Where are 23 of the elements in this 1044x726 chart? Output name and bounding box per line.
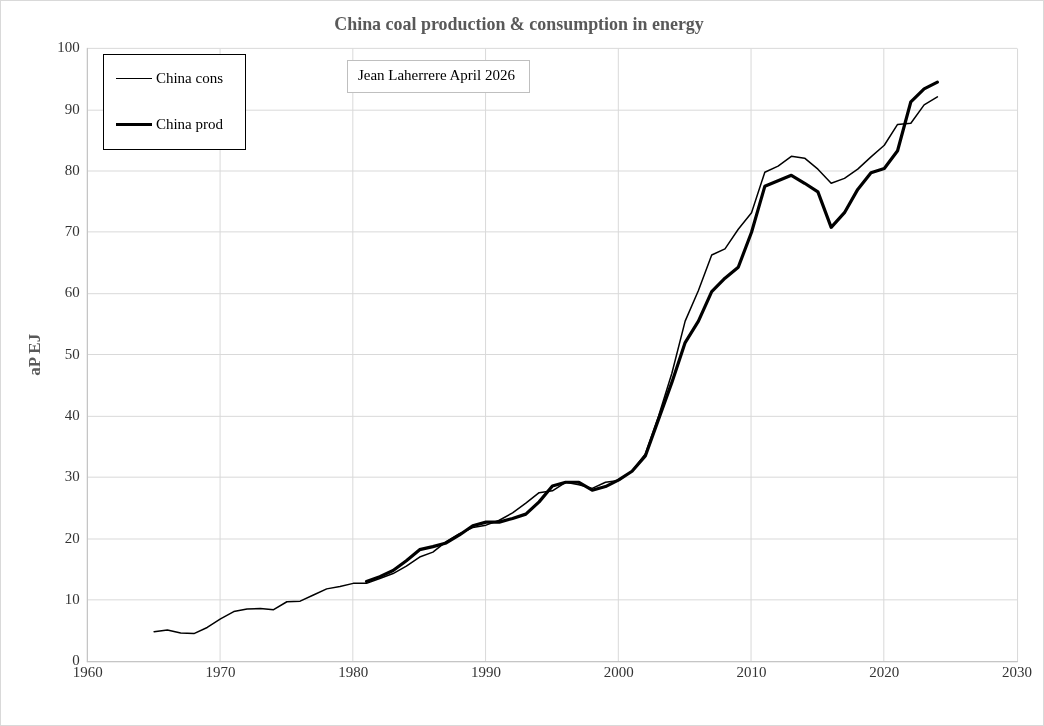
x-tick-label: 2010 — [736, 664, 767, 681]
y-tick-label: 30 — [64, 468, 80, 485]
y-tick-label: 10 — [64, 590, 80, 607]
chart-title: China coal production & consumption in energy — [334, 14, 704, 35]
legend-label: China prod — [155, 116, 223, 134]
y-tick-label: 70 — [64, 223, 80, 240]
y-tick-label: 90 — [64, 100, 80, 117]
x-tick-label: 2000 — [603, 664, 634, 681]
x-tick-label: 1980 — [338, 664, 369, 681]
y-tick-label: 20 — [64, 529, 80, 546]
y-tick-label: 80 — [64, 161, 80, 178]
x-tick-label: 1990 — [471, 664, 501, 681]
y-tick-label: 60 — [64, 284, 80, 301]
y-tick-label: 50 — [64, 345, 80, 362]
x-tick-label: 1960 — [72, 664, 103, 681]
annotation: Jean Laherrere April 2026 — [346, 59, 530, 93]
y-axis-title: aP EJ — [24, 333, 44, 376]
y-tick-label: 100 — [57, 39, 80, 56]
x-tick-label: 2020 — [869, 664, 900, 681]
x-tick-label: 2030 — [1002, 664, 1033, 681]
x-tick-label: 1970 — [205, 664, 236, 681]
legend-label: China cons — [155, 70, 223, 88]
y-tick-label: 40 — [64, 407, 80, 424]
